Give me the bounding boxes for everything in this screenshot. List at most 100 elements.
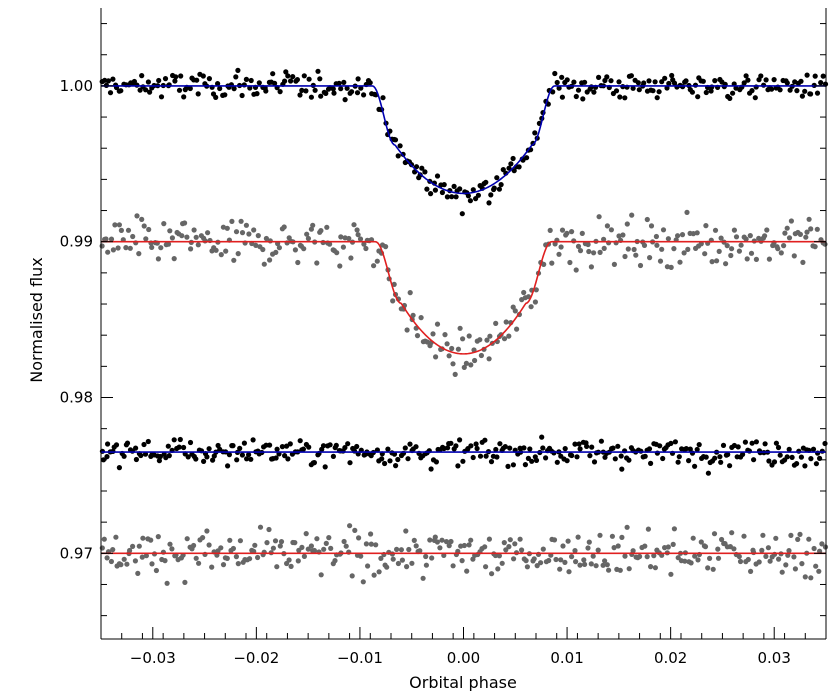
data-point xyxy=(176,87,183,93)
data-point xyxy=(166,82,172,88)
data-point xyxy=(270,71,276,77)
data-point xyxy=(619,466,625,472)
data-point xyxy=(444,341,450,347)
data-point xyxy=(606,567,612,573)
data-point xyxy=(507,445,513,451)
data-point xyxy=(113,442,120,448)
data-point xyxy=(784,80,790,86)
data-point xyxy=(250,437,256,443)
data-point xyxy=(779,569,785,575)
data-point xyxy=(318,93,324,99)
data-point xyxy=(434,539,440,545)
data-point xyxy=(677,259,683,265)
data-point xyxy=(558,557,564,563)
data-point xyxy=(772,551,778,557)
data-point xyxy=(800,259,806,265)
data-point xyxy=(171,256,177,262)
data-point xyxy=(744,256,750,262)
data-point xyxy=(510,155,516,162)
data-point xyxy=(323,540,329,547)
data-point xyxy=(683,78,689,84)
data-point xyxy=(566,569,572,575)
data-point xyxy=(218,252,224,258)
data-point xyxy=(446,543,452,549)
data-point xyxy=(118,227,124,233)
data-point xyxy=(363,541,369,547)
data-point xyxy=(241,440,247,446)
y-tick-label: 0.99 xyxy=(60,233,93,251)
data-point xyxy=(311,460,317,466)
data-point xyxy=(556,251,562,257)
data-point xyxy=(354,443,360,450)
data-point xyxy=(532,130,538,136)
data-point xyxy=(148,537,154,543)
data-point xyxy=(281,224,287,230)
data-point xyxy=(256,80,262,86)
data-point xyxy=(482,437,488,443)
data-point xyxy=(683,446,689,452)
data-point xyxy=(237,538,243,544)
data-point xyxy=(539,434,545,440)
data-point xyxy=(497,441,503,447)
data-point xyxy=(795,536,801,543)
data-point xyxy=(143,87,149,93)
data-point xyxy=(225,463,231,469)
data-point xyxy=(591,89,597,95)
data-point xyxy=(112,222,118,228)
data-point xyxy=(495,566,501,572)
x-tick-label: −0.03 xyxy=(130,649,176,667)
data-point xyxy=(616,79,622,85)
data-point xyxy=(736,553,742,560)
data-point xyxy=(346,235,352,242)
data-point xyxy=(261,261,267,267)
data-point xyxy=(115,245,121,251)
data-point xyxy=(730,90,736,96)
data-point xyxy=(323,90,329,96)
data-point xyxy=(574,454,580,460)
data-point xyxy=(215,81,221,87)
data-point xyxy=(402,445,408,451)
data-point xyxy=(133,445,139,451)
data-point xyxy=(233,74,239,80)
data-point xyxy=(816,568,822,574)
data-point xyxy=(136,543,142,549)
data-point xyxy=(584,443,590,449)
data-point xyxy=(534,563,540,569)
data-point xyxy=(787,87,793,93)
data-point xyxy=(510,556,517,562)
data-point xyxy=(332,558,338,564)
data-point xyxy=(423,553,429,560)
data-point xyxy=(672,439,679,445)
data-point xyxy=(808,226,814,232)
data-point xyxy=(740,451,746,457)
data-point xyxy=(654,95,660,101)
data-point xyxy=(176,444,182,450)
data-point xyxy=(695,94,701,100)
data-point xyxy=(255,233,261,239)
data-point xyxy=(393,463,399,469)
data-point xyxy=(105,78,111,84)
data-point xyxy=(230,545,236,552)
data-point xyxy=(155,534,161,540)
data-point xyxy=(531,556,537,562)
data-point xyxy=(641,80,647,86)
y-tick-label: 1.00 xyxy=(60,77,93,95)
data-point xyxy=(238,218,244,224)
data-point xyxy=(300,446,306,452)
data-point xyxy=(334,250,340,256)
data-point xyxy=(318,228,324,234)
data-point xyxy=(432,534,438,540)
data-point xyxy=(345,441,351,447)
data-point xyxy=(234,457,240,463)
data-point xyxy=(668,440,674,446)
data-point xyxy=(642,543,648,549)
data-point xyxy=(659,79,665,85)
data-point xyxy=(222,92,228,98)
data-point xyxy=(172,78,178,84)
data-point xyxy=(617,94,623,100)
data-point xyxy=(433,459,439,465)
data-point xyxy=(763,553,769,560)
data-point xyxy=(138,452,144,459)
data-point xyxy=(434,321,441,327)
data-point xyxy=(622,95,628,101)
